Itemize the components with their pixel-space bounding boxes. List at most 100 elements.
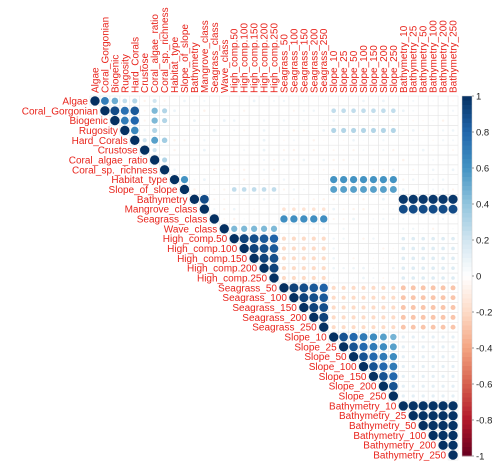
correlation-circle [272,168,276,171]
correlation-circle [448,430,458,441]
legend-swatch [462,172,472,178]
correlation-circle [361,315,366,320]
legend-swatch [462,118,472,124]
correlation-circle [299,293,309,303]
correlation-circle [340,176,348,184]
correlation-circle [382,257,385,260]
correlation-circle [193,119,196,122]
grid-cell [318,95,329,107]
correlation-circle [362,198,365,201]
legend-swatch [462,411,472,416]
correlation-circle [431,256,435,261]
row-label: Seagrass_200 [242,313,307,324]
correlation-circle [199,194,209,204]
correlation-circle [303,178,305,181]
correlation-circle [322,178,325,181]
correlation-circle [370,127,377,133]
correlation-circle [319,303,329,312]
correlation-circle [161,137,168,144]
correlation-circle [243,168,246,171]
correlation-circle [262,158,266,162]
correlation-circle [292,158,295,162]
correlation-circle [372,267,375,270]
correlation-circle [223,218,226,220]
correlation-circle [411,394,415,398]
correlation-circle [442,168,444,171]
column-label: Seagrass_150 [299,28,310,93]
legend-swatch [462,438,472,443]
correlation-circle [451,384,455,388]
correlation-circle [392,257,395,260]
correlation-circle [422,159,425,161]
correlation-circle [402,139,404,141]
correlation-circle [352,148,355,152]
correlation-circle [151,107,158,114]
row-label: Slope_150 [319,372,367,383]
correlation-circle [360,127,367,133]
correlation-circle [401,188,405,191]
grid-cell [298,135,310,146]
legend-swatch [462,375,472,380]
correlation-circle [183,169,186,171]
correlation-circle [223,159,226,161]
correlation-circle [352,217,355,221]
correlation-circle [432,178,435,181]
correlation-circle [229,233,239,244]
correlation-circle [431,168,435,172]
correlation-circle [382,159,385,161]
correlation-circle [421,246,425,251]
correlation-circle [311,246,316,251]
correlation-circle [450,324,456,330]
correlation-circle [269,263,279,273]
correlation-circle [164,129,166,131]
correlation-circle [430,324,436,330]
correlation-circle [162,157,168,163]
row-label: Seagrass_150 [232,303,297,314]
correlation-circle [252,99,256,103]
correlation-circle [388,381,398,391]
legend-swatch [462,258,472,263]
correlation-circle [101,97,109,105]
grid-cell [179,115,190,126]
correlation-circle [352,228,355,230]
correlation-circle [342,217,345,220]
correlation-circle [183,159,186,161]
correlation-circle [322,227,326,231]
correlation-circle [432,188,435,191]
correlation-circle [372,257,375,260]
correlation-circle [322,168,325,171]
correlation-circle [452,227,454,230]
row-label: Seagrass_100 [222,293,287,304]
correlation-circle [440,295,446,301]
column-label: Bathymetry_200 [439,20,450,93]
correlation-circle [440,324,446,330]
correlation-circle [391,285,396,290]
correlation-circle [392,208,395,211]
correlation-circle [369,362,378,371]
legend-swatch [462,352,472,358]
legend-swatch [462,348,472,353]
correlation-circle [330,176,338,184]
grid-cell [398,164,409,175]
correlation-circle [452,120,454,122]
column-label: Hard_Corals [130,37,141,93]
correlation-circle [408,401,418,411]
correlation-circle [400,314,406,320]
correlation-circle [281,236,287,241]
correlation-circle [351,325,356,330]
correlation-circle [309,312,319,323]
correlation-circle [451,276,455,280]
grid-cell [358,213,369,225]
correlation-circle [312,109,316,113]
correlation-circle [442,100,444,102]
correlation-circle [130,135,140,145]
correlation-circle [401,246,406,251]
correlation-circle [371,285,376,290]
correlation-circle [411,355,415,359]
correlation-circle [350,185,358,193]
correlation-circle [448,420,458,431]
correlation-circle [372,119,375,122]
column-label: Slope_150 [369,45,380,93]
correlation-circle [223,188,226,191]
correlation-circle [253,218,255,220]
